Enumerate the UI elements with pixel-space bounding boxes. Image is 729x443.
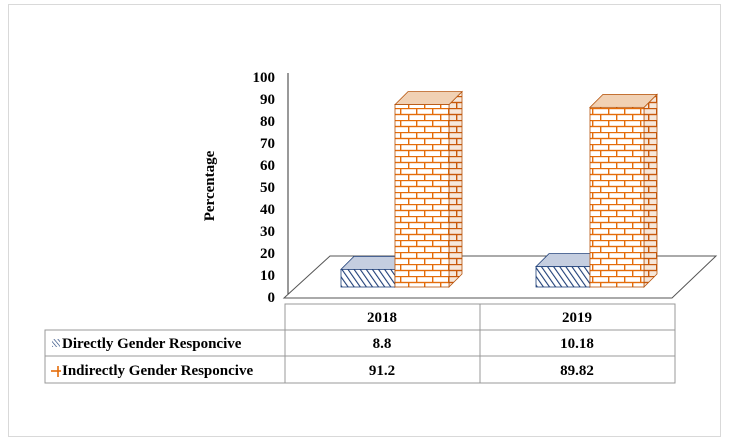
bar-indirectly-2018 <box>394 90 463 288</box>
bar-indirectly-2019 <box>589 93 658 288</box>
y-axis-label: Percentage <box>202 150 218 221</box>
table-row2-value-2018: 91.2 <box>369 363 395 379</box>
y-tick-label-70: 70 <box>260 136 275 152</box>
table-row2-value-2019: 89.82 <box>560 363 594 379</box>
y-tick-label-80: 80 <box>260 114 275 130</box>
y-axis: 0 10 20 30 40 50 60 70 80 90 100 <box>253 70 289 306</box>
table-row1-value-2019: 10.18 <box>560 336 594 352</box>
table-row2-cell-2018 <box>284 355 481 384</box>
table-header-2019: 2019 <box>562 310 592 326</box>
table-row2-label-cell <box>44 355 286 384</box>
legend-key-directly <box>52 339 60 347</box>
legend-key-indirectly <box>51 366 61 377</box>
table-header-2018: 2018 <box>367 310 397 326</box>
table-row1-label: Directly Gender Responcive <box>62 336 242 352</box>
data-table: 2018 2019 Directly Gender Responcive 8.8… <box>44 303 676 384</box>
y-tick-label-90: 90 <box>260 92 275 108</box>
y-tick-label-30: 30 <box>260 224 275 240</box>
table-row1-label-cell <box>44 329 286 357</box>
y-tick-label-0: 0 <box>268 290 276 306</box>
y-tick-labels: 0 10 20 30 40 50 60 70 80 90 100 <box>253 70 276 306</box>
table-row2-label: Indirectly Gender Responcive <box>62 363 253 379</box>
y-tick-label-20: 20 <box>260 246 275 262</box>
y-tick-label-50: 50 <box>260 180 275 196</box>
y-tick-label-10: 10 <box>260 268 275 284</box>
bars-group <box>340 90 658 288</box>
table-row1-value-2018: 8.8 <box>373 336 392 352</box>
y-tick-label-40: 40 <box>260 202 275 218</box>
table-header-cell-2019 <box>479 303 676 331</box>
y-tick-label-100: 100 <box>253 70 276 86</box>
table-row2-cell-2019 <box>479 355 676 384</box>
y-tick-label-60: 60 <box>260 158 275 174</box>
